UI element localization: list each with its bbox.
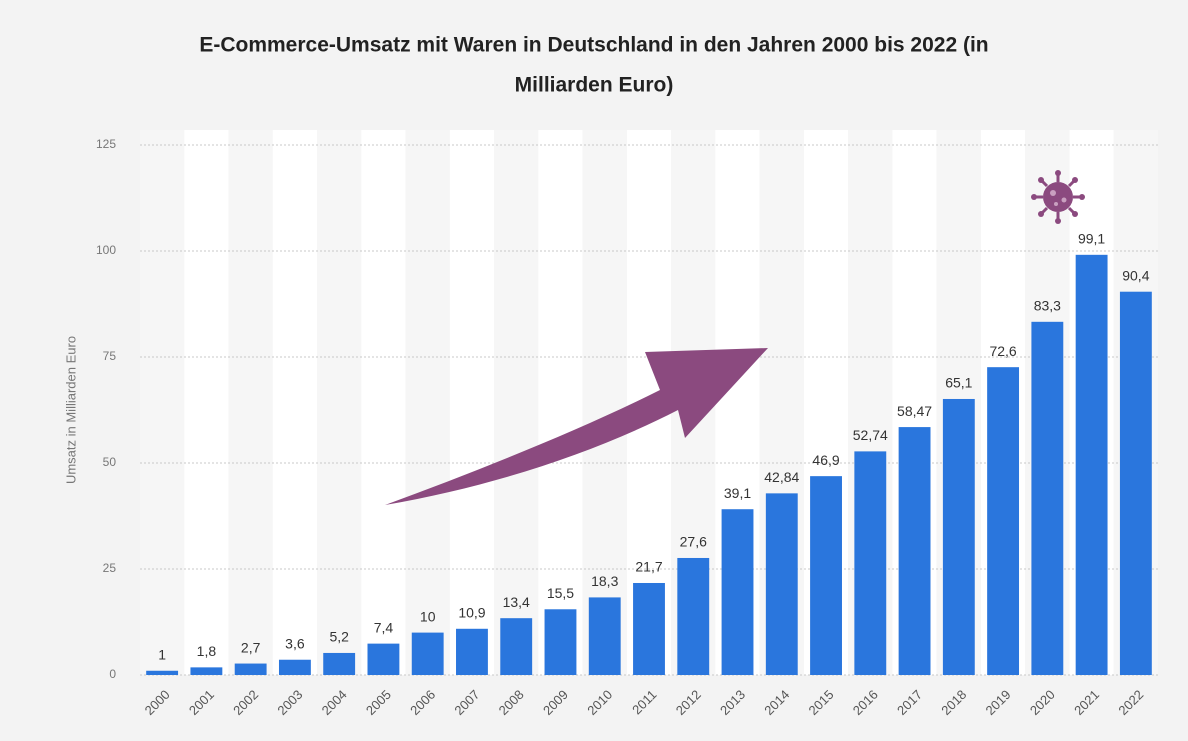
virus-icon [1031,170,1085,224]
y-tick-label: 0 [109,667,116,681]
bar [411,632,444,675]
stripe [228,130,273,675]
y-tick-label: 75 [103,349,117,363]
x-tick-label: 2022 [1115,687,1146,718]
value-label: 72,6 [989,343,1016,359]
stripe [272,130,318,675]
value-label: 21,7 [635,559,662,575]
x-tick-label: 2009 [540,687,571,718]
x-tick-label: 2006 [407,687,438,718]
x-tick-label: 2010 [584,687,615,718]
x-tick-label: 2000 [142,687,173,718]
bar [456,628,488,675]
x-tick-label: 2012 [673,687,704,718]
x-tick-label: 2018 [938,687,969,718]
x-tick-label: 2020 [1027,687,1058,718]
bar [146,670,179,675]
y-tick-label: 100 [96,243,116,257]
value-label: 15,5 [547,585,574,601]
stripe [582,130,627,675]
bar [721,509,754,675]
value-label: 52,74 [853,427,888,443]
x-tick-label: 2014 [761,687,792,718]
bar [810,476,842,675]
value-label: 46,9 [812,452,839,468]
y-tick-label: 50 [103,455,117,469]
x-tick-label: 2013 [717,687,748,718]
bar [942,398,975,675]
stripe [538,130,583,675]
y-tick-label: 125 [96,137,116,151]
value-label: 58,47 [897,403,932,419]
bar [367,643,400,675]
value-label: 42,84 [764,469,799,485]
stripe [317,130,362,675]
bar [898,427,931,675]
bar [987,367,1020,675]
y-axis-label: Umsatz in Milliarden Euro [63,336,78,484]
x-tick-label: 2011 [629,687,659,717]
plot: 0 25 50 75 100 125 2000 1 2001 1,8 2002 2,7 2003 3,6 2… [96,137,1158,718]
value-label: 90,4 [1122,267,1149,283]
stripe [361,130,406,675]
value-label: 3,6 [285,635,305,651]
bar [500,618,533,675]
x-tick-label: 2017 [894,687,925,718]
bar [1119,291,1152,675]
value-label: 2,7 [241,639,261,655]
bar [234,663,267,675]
x-tick-label: 2021 [1071,687,1102,718]
x-tick-label: 2019 [983,687,1014,718]
x-tick-label: 2001 [186,687,217,718]
value-label: 1 [158,646,166,662]
value-label: 99,1 [1078,231,1105,247]
bar [854,451,887,675]
x-tick-label: 2016 [850,687,881,718]
x-tick-label: 2004 [319,687,350,718]
value-label: 10,9 [458,604,485,620]
x-tick-label: 2007 [451,687,482,718]
bar [1075,254,1108,676]
x-tick-label: 2008 [496,687,527,718]
value-label: 10 [420,608,436,624]
value-label: 65,1 [945,375,972,391]
value-label: 83,3 [1034,298,1061,314]
bar [765,493,798,675]
bar [1031,321,1064,675]
trend-arrow [385,348,768,505]
stripe [184,130,229,675]
x-tick-label: 2003 [274,687,305,718]
bar [677,557,710,675]
value-label: 18,3 [591,573,618,589]
stripe [449,130,495,675]
bar [190,667,223,675]
stripe [140,130,185,675]
value-label: 13,4 [503,594,530,610]
value-label: 7,4 [374,619,394,635]
x-tick-label: 2002 [230,687,261,718]
bar [588,597,621,675]
x-tick-label: 2015 [806,687,837,718]
value-label: 5,2 [329,629,349,645]
stripe [494,130,539,675]
x-tick-label: 2005 [363,687,394,718]
value-label: 27,6 [680,534,707,550]
chart-title: E-Commerce-Umsatz mit Waren in Deutschla… [199,34,988,57]
y-tick-label: 25 [103,561,117,575]
stripe [405,130,450,675]
bar [323,652,356,675]
value-label: 39,1 [724,485,751,501]
bar [544,609,577,675]
value-label: 1,8 [197,643,217,659]
bar [278,659,311,675]
chart-title: Milliarden Euro) [515,74,674,97]
bar [633,582,665,675]
